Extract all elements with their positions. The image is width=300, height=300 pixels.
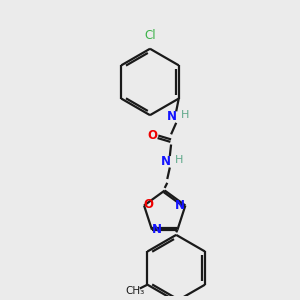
Text: H: H (175, 155, 183, 165)
Text: N: N (161, 154, 171, 168)
Text: CH₃: CH₃ (125, 286, 144, 296)
Text: N: N (175, 199, 185, 212)
Text: N: N (152, 223, 162, 236)
Text: N: N (167, 110, 177, 123)
Text: O: O (147, 129, 157, 142)
Text: H: H (181, 110, 189, 120)
Text: O: O (143, 198, 154, 211)
Text: Cl: Cl (144, 29, 156, 42)
